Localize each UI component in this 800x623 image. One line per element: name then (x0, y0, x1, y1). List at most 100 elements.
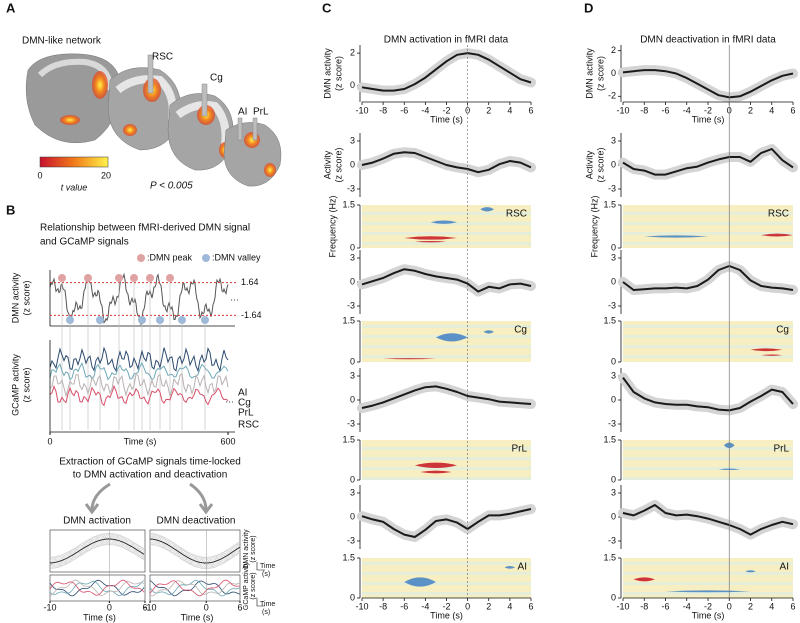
x-tick-label: -10 (616, 601, 629, 611)
spectral-blob (761, 354, 783, 356)
region-label: PrL (253, 107, 269, 118)
mini-trace (149, 534, 241, 569)
x-tick-label: 4 (769, 601, 774, 611)
axis-label: DMN activity (322, 48, 332, 99)
panel-title: DMN deactivation in fMRI data (640, 35, 776, 46)
spectral-blob (644, 235, 708, 238)
spectrogram-texture (362, 232, 531, 235)
y-tick-label: 1.5 (342, 552, 355, 562)
tick-label: 0 (47, 436, 52, 446)
y-tick-label: 0 (350, 511, 355, 521)
y-tick-label: 3 (611, 135, 616, 145)
axis-label: (z score) (333, 147, 343, 182)
x-tick-label: -2 (442, 105, 450, 115)
x-axis-label: Time (s) (692, 610, 725, 620)
x-tick-label: 2 (748, 601, 753, 611)
y-tick-label: 3 (350, 252, 355, 262)
axis-label: Frequency (Hz) (327, 195, 337, 257)
spectrogram-texture (623, 335, 793, 338)
x-axis-label: Time (s) (430, 610, 463, 620)
axis-label: GCaMP activity (243, 561, 250, 610)
mini-frame (49, 529, 146, 573)
spectrogram-texture (623, 222, 793, 225)
panel-title: DMN-like network (22, 36, 102, 47)
x-tick-label: -4 (683, 105, 691, 115)
region-label: AI (518, 562, 527, 573)
x-tick-label: 6 (528, 105, 533, 115)
x-tick-label: -2 (442, 601, 450, 611)
mini-trace (49, 532, 145, 569)
x-tick-label: 6 (790, 105, 795, 115)
series-line (622, 504, 794, 536)
y-tick-label: 0 (350, 242, 355, 252)
colorbar-label: t value (61, 182, 88, 192)
spectrogram-texture (362, 242, 531, 245)
scale-bar (256, 598, 265, 607)
mini-frame (149, 529, 241, 573)
peak-marker (58, 274, 66, 282)
y-tick-label: 0 (350, 474, 355, 484)
spectral-blob (480, 207, 495, 212)
x-axis-label: Time (s) (430, 114, 463, 124)
spectrogram-texture (362, 457, 531, 460)
tick-label: -10 (143, 602, 156, 612)
x-tick-label: 4 (507, 105, 512, 115)
tick-label: 6 (237, 602, 242, 612)
y-tick-label: 1.5 (342, 315, 355, 325)
x-tick-label: -4 (683, 601, 691, 611)
y-tick-label: -3 (608, 183, 616, 193)
spectrogram-texture (623, 232, 793, 235)
x-tick-label: -8 (379, 105, 387, 115)
x-tick-label: 0 (465, 601, 470, 611)
spectral-blob (414, 462, 458, 468)
spectrogram-texture (362, 562, 531, 565)
spectral-blob (404, 236, 458, 240)
spectral-blob (750, 348, 783, 352)
mini-trace (49, 533, 145, 567)
scale-label: (s) (262, 609, 270, 616)
series-line (622, 148, 794, 176)
error-band (618, 372, 798, 416)
peak-marker (130, 274, 138, 282)
y-tick-label: 0 (611, 68, 616, 78)
series-line (361, 151, 532, 174)
mini-trace (149, 537, 241, 569)
x-tick-label: 6 (528, 601, 533, 611)
peak-marker (84, 274, 92, 282)
peak-marker (166, 274, 174, 282)
axis-label: Time (s) (83, 612, 116, 622)
mini-gcamp (49, 579, 145, 597)
spectrogram-texture (362, 345, 531, 348)
legend-swatch (202, 254, 210, 262)
x-tick-label: -10 (355, 105, 368, 115)
peak-marker (146, 274, 154, 282)
axis-label: (z score) (595, 56, 605, 91)
spectral-blob (404, 577, 436, 587)
spectral-blob (483, 330, 495, 334)
axis-label: (z score) (250, 572, 257, 599)
spectrogram-texture (362, 582, 531, 585)
condition-label: DMN activation (63, 516, 131, 527)
spectral-blob (430, 220, 458, 224)
axis-label: Time (s) (181, 612, 214, 622)
mini-trace (149, 533, 241, 570)
region-label: Cg (210, 73, 223, 84)
spectrogram-texture (623, 467, 793, 470)
spectrogram-texture (623, 345, 793, 348)
region-label: AI (238, 107, 247, 118)
y-tick-label: 1.5 (603, 434, 616, 444)
gcamp-trace (49, 346, 229, 373)
spectrogram-texture (362, 477, 531, 480)
dmn-trace (49, 272, 229, 325)
spectrogram-texture (623, 325, 793, 328)
panel-title: Relationship between fMRI-derived DMN si… (40, 223, 250, 234)
x-tick-label: -6 (400, 105, 408, 115)
y-tick-label: 1.5 (342, 199, 355, 209)
tick-label: 0 (204, 602, 209, 612)
panel-letter: B (6, 202, 15, 217)
x-tick-label: 4 (507, 601, 512, 611)
y-tick-label: 0 (350, 394, 355, 404)
x-tick-label: 4 (769, 105, 774, 115)
axis-label: (z score) (333, 56, 343, 91)
x-tick-label: -4 (421, 601, 429, 611)
